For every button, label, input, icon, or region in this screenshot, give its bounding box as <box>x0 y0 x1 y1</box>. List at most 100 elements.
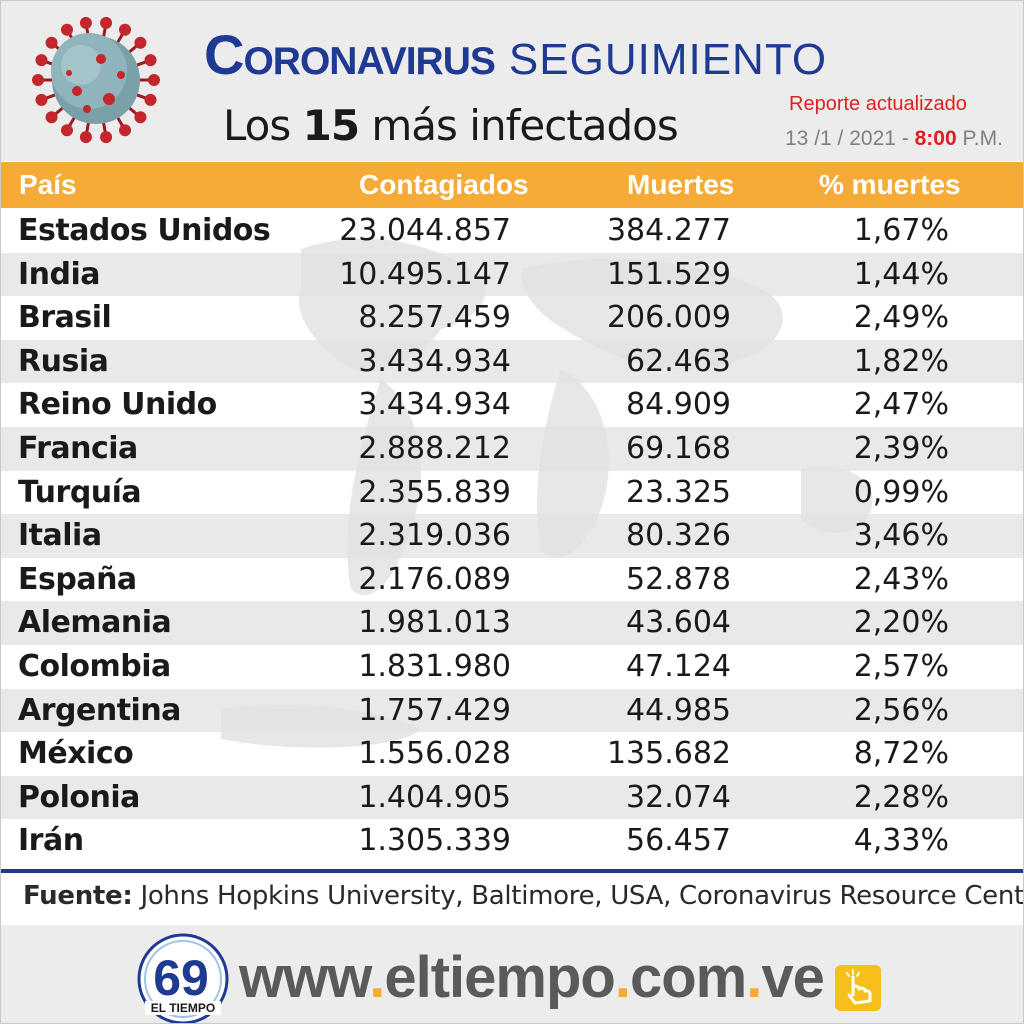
cell-country: Argentina <box>18 692 181 728</box>
table-row: Alemania 1.981.013 43.604 2,20% <box>1 601 1023 645</box>
data-table: Estados Unidos 23.044.857 384.277 1,67% Indi… <box>1 209 1023 863</box>
report-date-value: 13 /1 / 2021 - <box>785 127 915 150</box>
cell-pct: 1,67% <box>853 213 949 248</box>
cell-cases: 1.981.013 <box>358 605 511 641</box>
cell-cases: 1.305.339 <box>358 823 511 859</box>
cell-cases: 1.757.429 <box>358 692 511 728</box>
cell-cases: 2.355.839 <box>358 474 511 510</box>
title-light: SEGUIMIENTO <box>508 35 828 84</box>
header: Coronavirus SEGUIMIENTO Los 15 más infect… <box>1 1 1023 161</box>
url-dot: . <box>369 945 385 1010</box>
cell-deaths: 84.909 <box>626 387 731 423</box>
subtitle: Los 15 más infectados <box>223 101 679 150</box>
cell-cases: 8.257.459 <box>358 300 511 336</box>
cell-country: Irán <box>18 823 84 859</box>
cell-pct: 2,28% <box>853 779 949 815</box>
cell-cases: 2.176.089 <box>358 561 511 597</box>
divider <box>1 869 1023 873</box>
cell-country: Colombia <box>18 649 171 684</box>
cell-pct: 2,47% <box>853 387 949 423</box>
source-text: Johns Hopkins University, Baltimore, USA… <box>132 881 1024 911</box>
coronavirus-icon <box>32 16 160 144</box>
table-row: Italia 2.319.036 80.326 3,46% <box>1 514 1023 558</box>
table-row: México 1.556.028 135.682 8,72% <box>1 732 1023 776</box>
table-row: España 2.176.089 52.878 2,43% <box>1 558 1023 602</box>
cell-deaths: 56.457 <box>626 823 731 859</box>
source-label: Fuente: <box>23 881 133 911</box>
el-tiempo-anniversary-logo: 69 EL TIEMPO <box>137 933 229 1023</box>
cell-pct: 1,82% <box>853 343 949 379</box>
table-row: Reino Unido 3.434.934 84.909 2,47% <box>1 383 1023 427</box>
table-row: Argentina 1.757.429 44.985 2,56% <box>1 688 1023 733</box>
cell-cases: 10.495.147 <box>339 256 511 292</box>
page-title: Coronavirus SEGUIMIENTO <box>204 15 827 95</box>
url-dot: . <box>746 945 762 1010</box>
cell-country: Brasil <box>18 300 112 336</box>
cell-deaths: 206.009 <box>606 300 731 336</box>
cell-deaths: 384.277 <box>606 213 731 248</box>
report-label: Reporte actualizado <box>789 93 967 115</box>
cell-deaths: 23.325 <box>626 474 731 510</box>
cell-deaths: 47.124 <box>626 649 731 684</box>
cell-country: Francia <box>18 431 138 466</box>
table-row: India 10.495.147 151.529 1,44% <box>1 252 1023 297</box>
cell-deaths: 135.682 <box>606 736 731 772</box>
subtitle-post: más infectados <box>359 101 678 150</box>
table-row: Polonia 1.404.905 32.074 2,28% <box>1 775 1023 820</box>
cell-country: Alemania <box>18 605 172 641</box>
table-row: Rusia 3.434.934 62.463 1,82% <box>1 339 1023 384</box>
column-header-cases: Contagiados <box>359 169 529 200</box>
column-header-country: País <box>19 169 77 200</box>
website-url[interactable]: www.eltiempo.com.ve <box>239 943 825 1013</box>
table-row: Turquía 2.355.839 23.325 0,99% <box>1 471 1023 515</box>
cell-pct: 2,57% <box>853 649 949 684</box>
footer: 69 EL TIEMPO www.eltiempo.com.ve <box>1 925 1023 1023</box>
url-part: ve <box>761 945 825 1010</box>
cell-pct: 2,39% <box>853 431 949 466</box>
url-dot: . <box>614 945 631 1010</box>
source-note: Fuente: Johns Hopkins University, Baltim… <box>23 881 1024 911</box>
subtitle-pre: Los <box>223 101 303 150</box>
cell-deaths: 151.529 <box>606 256 731 292</box>
cell-cases: 1.831.980 <box>358 649 511 684</box>
cell-deaths: 52.878 <box>626 561 731 597</box>
table-row: Francia 2.888.212 69.168 2,39% <box>1 427 1023 471</box>
cell-deaths: 32.074 <box>626 779 731 815</box>
table-row: Irán 1.305.339 56.457 4,33% <box>1 819 1023 863</box>
cell-cases: 23.044.857 <box>339 213 511 248</box>
table-row: Colombia 1.831.980 47.124 2,57% <box>1 645 1023 689</box>
cell-country: Reino Unido <box>18 387 217 423</box>
cell-pct: 2,43% <box>853 561 949 597</box>
cell-pct: 3,46% <box>853 518 949 554</box>
cell-deaths: 43.604 <box>626 605 731 641</box>
cell-country: Italia <box>18 518 102 554</box>
url-part: eltiempo <box>384 945 615 1010</box>
cell-pct: 2,49% <box>853 300 949 336</box>
table-row: Brasil 8.257.459 206.009 2,49% <box>1 296 1023 340</box>
logo-number: 69 <box>153 950 209 1006</box>
cell-cases: 3.434.934 <box>358 387 511 423</box>
cell-country: Rusia <box>18 343 109 379</box>
cell-cases: 2.319.036 <box>358 518 511 554</box>
cell-pct: 2,20% <box>853 605 949 641</box>
cell-pct: 0,99% <box>853 474 949 510</box>
cell-country: Estados Unidos <box>18 213 271 248</box>
cell-pct: 8,72% <box>853 736 949 772</box>
report-hour: 8:00 <box>914 127 957 150</box>
cell-country: México <box>18 736 134 772</box>
title-bold: Coronavirus <box>204 23 496 86</box>
cell-cases: 1.404.905 <box>358 779 511 815</box>
cell-pct: 4,33% <box>853 823 949 859</box>
cell-country: India <box>18 256 101 292</box>
cell-country: España <box>18 561 137 597</box>
table-row: Estados Unidos 23.044.857 384.277 1,67% <box>1 209 1023 253</box>
column-header-pct: % muertes <box>819 169 961 200</box>
url-part: com <box>629 945 747 1010</box>
cell-cases: 3.434.934 <box>358 343 511 379</box>
cell-cases: 1.556.028 <box>358 736 511 772</box>
cell-cases: 2.888.212 <box>358 431 511 466</box>
cell-country: Turquía <box>18 474 142 510</box>
cell-deaths: 62.463 <box>626 343 731 379</box>
table-header: País Contagiados Muertes % muertes <box>1 162 1023 208</box>
